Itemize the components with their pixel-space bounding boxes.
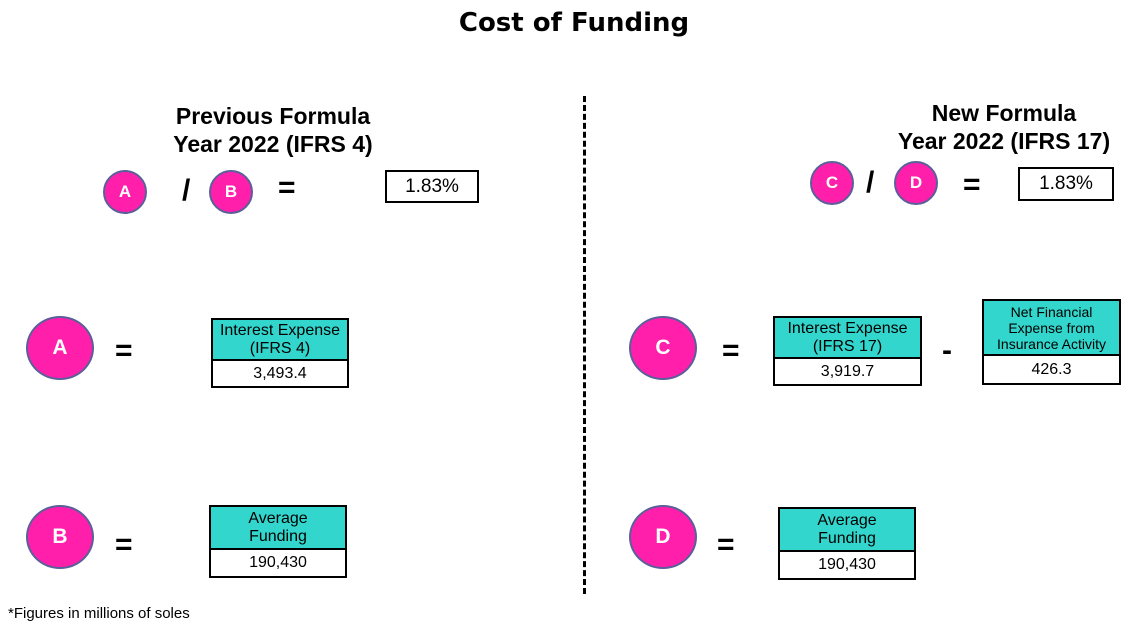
label-line: Net Financial (1010, 303, 1093, 320)
average-funding-box-left: Average Funding 190,430 (209, 505, 347, 578)
new-formula-title: New Formula (931, 100, 1077, 126)
label-line: (IFRS 17) (812, 337, 883, 355)
label-line: (IFRS 4) (249, 339, 311, 357)
new-formula-year: Year 2022 (IFRS 17) (897, 128, 1111, 154)
box-label: Average Funding (209, 505, 347, 550)
box-value: 426.3 (982, 356, 1121, 385)
box-value: 190,430 (209, 550, 347, 578)
net-financial-expense-box: Net Financial Expense from Insurance Act… (982, 299, 1121, 385)
label-line: Funding (818, 529, 876, 547)
label-line: Insurance Activity (997, 335, 1106, 352)
interest-expense-ifrs4-box: Interest Expense (IFRS 4) 3,493.4 (211, 318, 349, 388)
box-label: Interest Expense (IFRS 4) (211, 318, 349, 361)
divide-symbol: / (866, 166, 875, 199)
equals-symbol: = (115, 528, 133, 561)
equals-symbol: = (115, 334, 133, 367)
footnote: *Figures in millions of soles (8, 605, 190, 622)
box-value: 190,430 (778, 552, 916, 580)
circle-d-small: D (894, 161, 938, 205)
circle-b-small: B (209, 170, 253, 214)
interest-expense-ifrs17-box: Interest Expense (IFRS 17) 3,919.7 (773, 316, 922, 386)
equals-symbol: = (717, 528, 735, 561)
page-title: Cost of Funding (458, 8, 690, 38)
previous-result-box: 1.83% (385, 170, 479, 203)
previous-formula-heading: Previous Formula Year 2022 (IFRS 4) (130, 102, 416, 158)
circle-b: B (26, 505, 94, 569)
dashed-divider (583, 96, 586, 594)
minus-symbol: - (942, 334, 952, 367)
label-line: Expense from (1008, 319, 1095, 336)
circle-a-small: A (103, 170, 147, 214)
box-value: 3,493.4 (211, 361, 349, 388)
equals-symbol: = (963, 168, 981, 201)
previous-formula-year: Year 2022 (IFRS 4) (173, 131, 373, 157)
new-result-box: 1.83% (1018, 167, 1114, 201)
box-label: Average Funding (778, 507, 916, 552)
label-line: Funding (249, 527, 307, 545)
circle-c-small: C (810, 161, 854, 205)
average-funding-box-right: Average Funding 190,430 (778, 507, 916, 580)
box-label: Interest Expense (IFRS 17) (773, 316, 922, 359)
label-line: Average (817, 511, 877, 529)
circle-d: D (629, 505, 697, 569)
new-formula-heading: New Formula Year 2022 (IFRS 17) (870, 99, 1138, 155)
equals-symbol: = (278, 171, 296, 204)
circle-a: A (26, 316, 94, 380)
label-line: Interest Expense (219, 321, 341, 339)
label-line: Interest Expense (787, 319, 908, 337)
previous-formula-title: Previous Formula (175, 103, 371, 129)
circle-c: C (629, 316, 697, 380)
equals-symbol: = (722, 334, 740, 367)
box-value: 3,919.7 (773, 359, 922, 386)
box-label: Net Financial Expense from Insurance Act… (982, 299, 1121, 356)
divide-symbol: / (182, 174, 191, 207)
label-line: Average (248, 509, 308, 527)
